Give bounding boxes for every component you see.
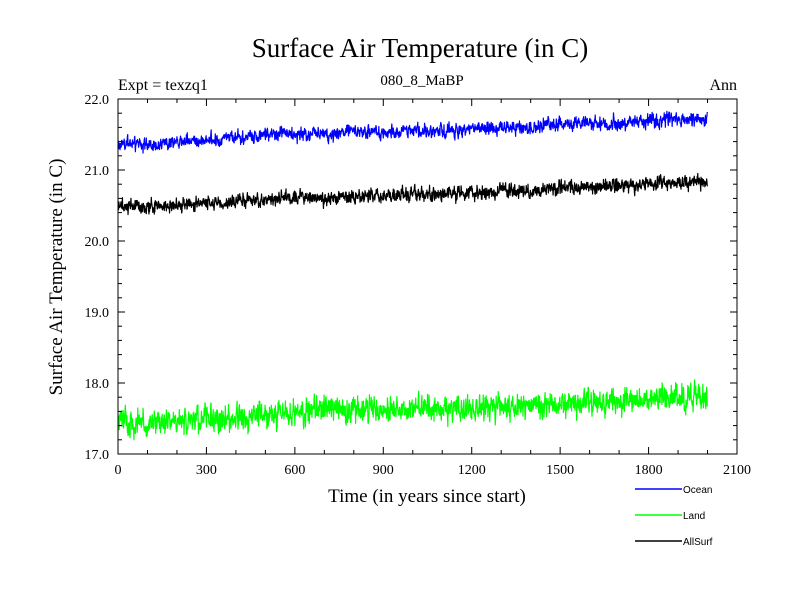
series-line-allsurf [117, 172, 709, 216]
expt-label: Expt = texzq1 [118, 77, 208, 94]
x-tick-label: 600 [284, 463, 305, 478]
x-tick-label: 300 [196, 463, 217, 478]
x-tick-label: 900 [373, 463, 394, 478]
legend: Ocean Land AllSurf [635, 485, 713, 548]
y-tick-label: 21.0 [85, 164, 110, 179]
x-axis-label: Time (in years since start) [328, 486, 526, 507]
series-line-land [117, 379, 708, 441]
legend-label-land: Land [683, 511, 705, 522]
x-tick-label: 0 [115, 463, 122, 478]
series-line-ocean [117, 110, 709, 154]
y-tick-label: 18.0 [85, 377, 110, 392]
season-label: Ann [709, 77, 737, 94]
chart-title: Surface Air Temperature (in C) [252, 33, 589, 63]
y-axis-label: Surface Air Temperature (in C) [46, 159, 67, 396]
series-group [117, 110, 709, 441]
x-tick-label: 1500 [546, 463, 574, 478]
plot-frame [117, 98, 738, 455]
x-axis: 0 300 600 900 1200 1500 1800 2100 [115, 99, 751, 478]
legend-label-ocean: Ocean [683, 485, 712, 496]
x-tick-label: 1800 [635, 463, 663, 478]
y-tick-label: 20.0 [85, 235, 110, 250]
x-tick-label: 1200 [458, 463, 486, 478]
x-tick-label: 2100 [723, 463, 751, 478]
y-tick-label: 19.0 [85, 306, 110, 321]
legend-label-allsurf: AllSurf [683, 537, 713, 548]
y-tick-label: 17.0 [85, 448, 110, 463]
chart-subtitle: 080_8_MaBP [380, 73, 463, 89]
y-axis: 17.0 18.0 19.0 20.0 21.0 22.0 [85, 93, 737, 463]
y-tick-label: 22.0 [85, 93, 110, 108]
